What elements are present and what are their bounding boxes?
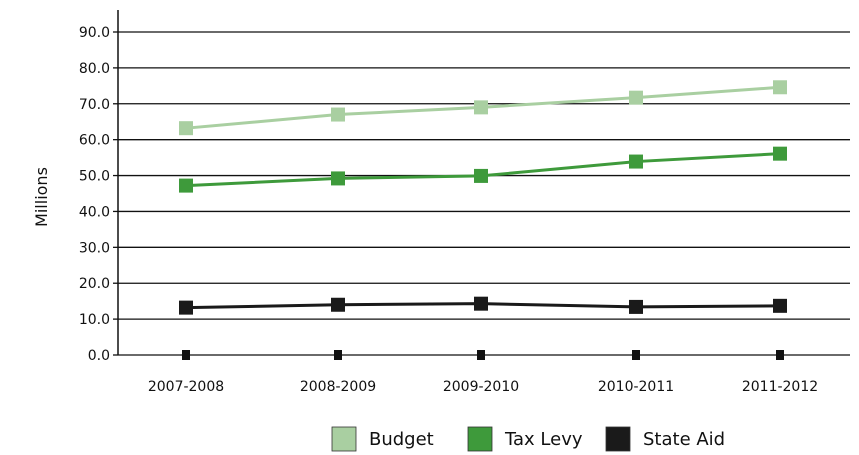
legend-swatch (467, 426, 493, 452)
x-tick (632, 350, 640, 360)
series-budget (179, 80, 787, 136)
y-tick-label: 60.0 (79, 133, 110, 149)
data-point (629, 154, 643, 169)
y-tick-label: 40.0 (79, 204, 110, 220)
data-point (179, 300, 193, 315)
x-tick (334, 350, 342, 360)
series-tax-levy (179, 146, 787, 193)
y-tick-label: 70.0 (79, 97, 110, 113)
series-lines (179, 80, 787, 315)
y-tick-label: 80.0 (79, 61, 110, 77)
y-tick-label: 50.0 (79, 169, 110, 185)
legend-label: Tax Levy (504, 429, 583, 450)
y-axis-label: Millions (32, 167, 51, 227)
data-point (179, 178, 193, 193)
data-point (179, 121, 193, 136)
y-tick-label: 0.0 (88, 348, 110, 364)
x-tick (182, 350, 190, 360)
x-tick-label: 2007-2008 (148, 379, 224, 395)
series-state-aid (179, 296, 787, 315)
data-point (773, 80, 787, 95)
data-point (773, 146, 787, 161)
y-tick-label: 20.0 (79, 276, 110, 292)
y-axis: 0.0 10.0 20.0 30.0 40.0 50.0 60.0 70.0 80.0 90.0 (79, 10, 119, 364)
x-tick-label: 2008-2009 (300, 379, 376, 395)
data-point (474, 168, 488, 183)
legend-label: Budget (369, 429, 434, 450)
legend-swatch (605, 426, 631, 452)
legend: Budget Tax Levy State Aid (331, 426, 725, 452)
data-point (331, 171, 345, 186)
data-point (331, 297, 345, 312)
data-point (331, 107, 345, 122)
y-tick-label: 90.0 (79, 25, 110, 41)
data-point (629, 299, 643, 314)
legend-label: State Aid (643, 429, 725, 450)
x-tick (776, 350, 784, 360)
x-axis: 2007-2008 2008-2009 2009-2010 2010-2011 2011… (148, 350, 818, 395)
x-tick-label: 2011-2012 (742, 379, 818, 395)
legend-swatch (331, 426, 357, 452)
x-tick-label: 2009-2010 (443, 379, 519, 395)
x-tick (477, 350, 485, 360)
data-point (474, 296, 488, 311)
data-point (629, 90, 643, 105)
data-point (773, 298, 787, 313)
y-tick-label: 30.0 (79, 240, 110, 256)
x-tick-label: 2010-2011 (598, 379, 674, 395)
y-tick-label: 10.0 (79, 312, 110, 328)
data-point (474, 100, 488, 115)
